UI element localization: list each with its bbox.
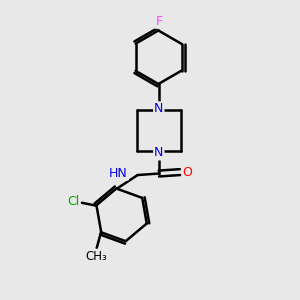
Text: N: N: [154, 102, 164, 115]
Text: F: F: [155, 15, 162, 28]
Text: Cl: Cl: [68, 195, 80, 208]
Text: N: N: [154, 146, 164, 159]
Text: HN: HN: [109, 167, 128, 180]
Text: CH₃: CH₃: [86, 250, 108, 263]
Text: O: O: [182, 166, 192, 178]
